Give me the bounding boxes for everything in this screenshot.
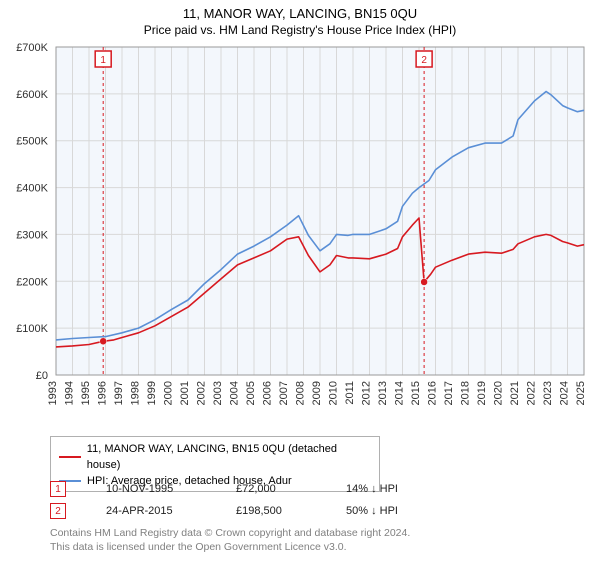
- svg-text:£0: £0: [36, 370, 48, 382]
- page-subtitle: Price paid vs. HM Land Registry's House …: [0, 23, 600, 37]
- svg-text:2000: 2000: [163, 381, 175, 405]
- svg-text:2001: 2001: [179, 381, 191, 405]
- svg-text:1995: 1995: [80, 381, 92, 405]
- svg-text:2003: 2003: [212, 381, 224, 405]
- svg-text:2018: 2018: [460, 381, 472, 405]
- svg-text:1999: 1999: [146, 381, 158, 405]
- svg-text:2022: 2022: [526, 381, 538, 405]
- event-date: 10-NOV-1995: [106, 483, 196, 495]
- svg-text:2005: 2005: [245, 381, 257, 405]
- page-title: 11, MANOR WAY, LANCING, BN15 0QU: [0, 6, 600, 21]
- svg-text:1998: 1998: [130, 381, 142, 405]
- svg-text:£500K: £500K: [16, 136, 48, 148]
- events-table: 1 10-NOV-1995 £72,000 14% ↓ HPI 2 24-APR…: [50, 480, 398, 524]
- svg-text:2: 2: [421, 55, 427, 66]
- event-marker-number: 2: [55, 506, 61, 517]
- event-date: 24-APR-2015: [106, 505, 196, 517]
- svg-text:2016: 2016: [427, 381, 439, 405]
- svg-text:2021: 2021: [509, 381, 521, 405]
- svg-text:2008: 2008: [295, 381, 307, 405]
- legend-swatch: [59, 456, 81, 458]
- event-delta: 14% ↓ HPI: [346, 483, 398, 495]
- event-price: £72,000: [236, 483, 306, 495]
- svg-text:2015: 2015: [410, 381, 422, 405]
- svg-text:2023: 2023: [542, 381, 554, 405]
- svg-text:2014: 2014: [394, 381, 406, 405]
- legend-label: 11, MANOR WAY, LANCING, BN15 0QU (detach…: [87, 441, 371, 473]
- svg-text:2012: 2012: [361, 381, 373, 405]
- svg-text:£100K: £100K: [16, 323, 48, 335]
- svg-text:2006: 2006: [262, 381, 274, 405]
- svg-text:1993: 1993: [47, 381, 59, 405]
- svg-text:1994: 1994: [64, 381, 76, 405]
- license-text: Contains HM Land Registry data © Crown c…: [50, 526, 410, 554]
- svg-text:£300K: £300K: [16, 229, 48, 241]
- svg-text:2010: 2010: [328, 381, 340, 405]
- svg-text:1997: 1997: [113, 381, 125, 405]
- svg-text:2013: 2013: [377, 381, 389, 405]
- event-marker-number: 1: [55, 484, 61, 495]
- svg-text:2017: 2017: [443, 381, 455, 405]
- event-delta: 50% ↓ HPI: [346, 505, 398, 517]
- svg-text:2025: 2025: [575, 381, 587, 405]
- event-marker-icon: 2: [50, 503, 66, 519]
- license-line: Contains HM Land Registry data © Crown c…: [50, 526, 410, 540]
- svg-text:2002: 2002: [196, 381, 208, 405]
- chart-svg: £0 £100K £200K £300K £400K £500K £600K £700K 199…: [6, 41, 590, 431]
- event-row: 1 10-NOV-1995 £72,000 14% ↓ HPI: [50, 480, 398, 498]
- event-row: 2 24-APR-2015 £198,500 50% ↓ HPI: [50, 502, 398, 520]
- svg-text:£600K: £600K: [16, 89, 48, 101]
- event-price: £198,500: [236, 505, 306, 517]
- svg-text:2020: 2020: [493, 381, 505, 405]
- svg-text:2019: 2019: [476, 381, 488, 405]
- svg-text:2004: 2004: [229, 381, 241, 405]
- svg-text:1996: 1996: [97, 381, 109, 405]
- svg-text:£400K: £400K: [16, 183, 48, 195]
- svg-text:2024: 2024: [559, 381, 571, 405]
- chart: £0£100K£200K£300K£400K£500K£600K£700K199…: [50, 41, 592, 431]
- event-marker-icon: 1: [50, 481, 66, 497]
- svg-text:2007: 2007: [278, 381, 290, 405]
- svg-text:2011: 2011: [344, 381, 356, 405]
- svg-text:1: 1: [100, 55, 106, 66]
- legend-item: 11, MANOR WAY, LANCING, BN15 0QU (detach…: [59, 441, 371, 473]
- svg-text:2009: 2009: [311, 381, 323, 405]
- svg-text:£200K: £200K: [16, 276, 48, 288]
- svg-text:£700K: £700K: [16, 42, 48, 54]
- license-line: This data is licensed under the Open Gov…: [50, 540, 410, 554]
